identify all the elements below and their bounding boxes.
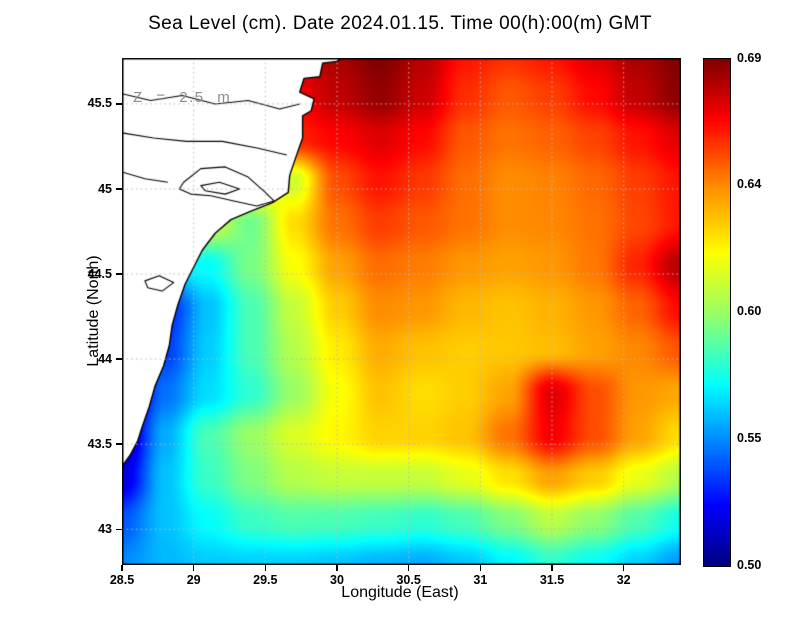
colorbar-tick-label: 0.60 (737, 304, 762, 318)
x-tick-label: 31 (473, 573, 488, 587)
chart-title: Sea Level (cm). Date 2024.01.15. Time 00… (148, 13, 652, 34)
y-tick-label: 44 (98, 351, 112, 366)
depth-annotation: Z = 2.5 m (133, 89, 232, 106)
y-tick-label: 43.5 (87, 436, 112, 451)
x-tick (121, 565, 123, 571)
y-tick (116, 528, 122, 531)
x-tick-label: 30.5 (396, 573, 421, 587)
x-tick-label: 31.5 (539, 573, 565, 587)
colorbar-tick-label: 0.64 (737, 177, 762, 192)
colorbar-tick-label: 0.69 (737, 50, 762, 65)
x-tick-label: 32 (616, 573, 631, 587)
colorbar (703, 58, 731, 567)
x-tick (336, 565, 338, 571)
y-tick (116, 188, 122, 190)
x-tick-label: 29 (186, 573, 201, 587)
x-tick (551, 565, 553, 571)
y-tick-label: 44.5 (87, 266, 112, 281)
x-tick-label: 28.5 (109, 573, 135, 587)
x-tick-label: 29.5 (253, 573, 278, 587)
x-tick (264, 565, 267, 571)
x-tick-label: 30 (330, 573, 344, 587)
y-tick (116, 358, 122, 360)
x-tick (192, 565, 195, 571)
y-tick (116, 443, 122, 445)
y-tick (116, 103, 122, 105)
x-tick (407, 565, 410, 571)
colorbar-tick-label: 0.55 (737, 430, 762, 445)
y-tick-label: 45.5 (87, 96, 112, 111)
y-tick-label: 45 (98, 181, 112, 196)
x-tick (622, 565, 625, 571)
y-tick (116, 273, 122, 275)
x-tick (479, 565, 482, 571)
heatmap-canvas (122, 58, 681, 565)
x-axis-title: Longitude (East) (341, 584, 459, 601)
colorbar-tick-label: 0.50 (737, 557, 762, 572)
y-tick-label: 43 (98, 521, 112, 536)
